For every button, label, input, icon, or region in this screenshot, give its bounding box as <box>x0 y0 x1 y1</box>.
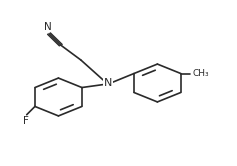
Text: F: F <box>23 116 29 126</box>
Text: N: N <box>44 22 52 32</box>
Text: N: N <box>104 78 112 88</box>
Text: CH₃: CH₃ <box>193 69 209 78</box>
